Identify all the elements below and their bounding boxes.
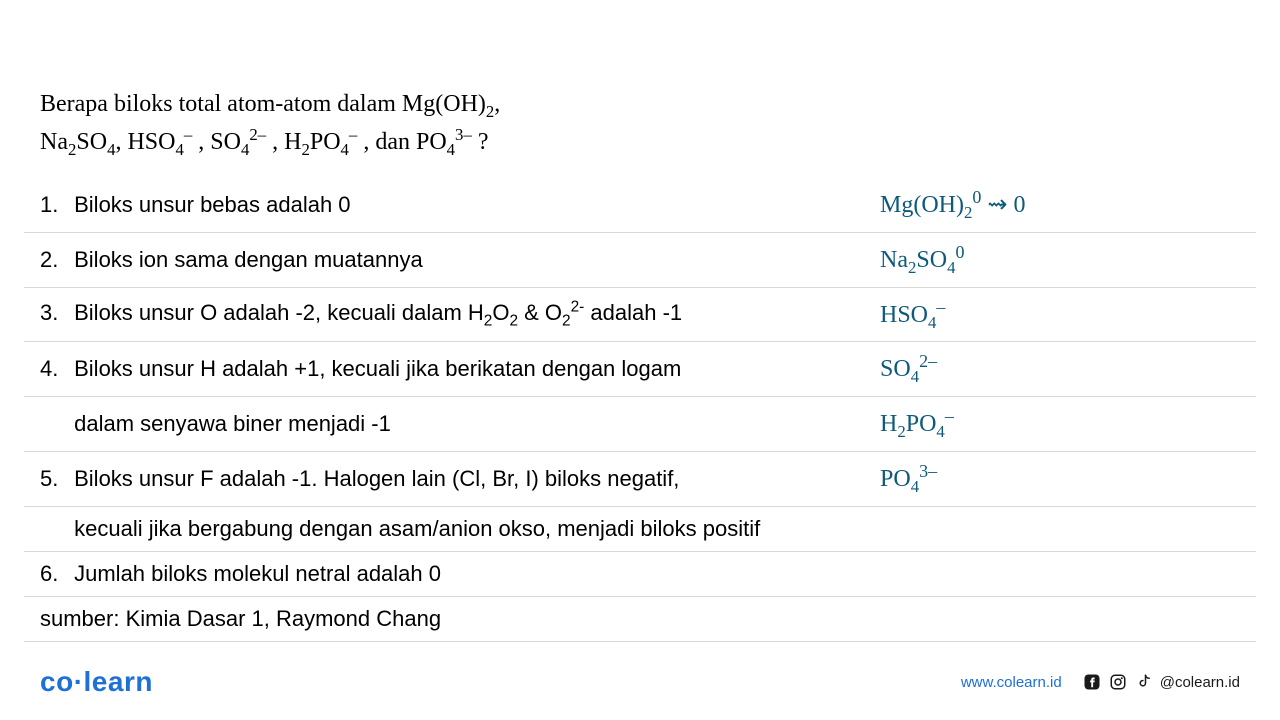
tiktok-icon <box>1134 672 1154 692</box>
question-text: Berapa biloks total atom-atom dalam Mg(O… <box>40 88 500 162</box>
handwritten-note: Mg(OH)20 ⇝ 0 <box>860 187 1026 223</box>
question-line-1: Berapa biloks total atom-atom dalam Mg(O… <box>40 88 500 123</box>
rule-row: 3. Biloks unsur O adalah -2, kecuali dal… <box>24 288 1256 343</box>
footer: co·learn www.colearn.id @colearn.id <box>40 666 1240 698</box>
question-line-2: Na2SO4, HSO4– , SO42– , H2PO4– , dan PO4… <box>40 123 500 161</box>
handwritten-note: SO42– <box>860 351 937 387</box>
footer-right: www.colearn.id @colearn.id <box>961 672 1240 692</box>
social-handle: @colearn.id <box>1160 674 1240 691</box>
instagram-icon <box>1108 672 1128 692</box>
rule-text: 6. Jumlah biloks molekul netral adalah 0 <box>40 561 860 587</box>
rule-text: 2. Biloks ion sama dengan muatannya <box>40 247 860 273</box>
social-group: @colearn.id <box>1082 672 1240 692</box>
source-row: sumber: Kimia Dasar 1, Raymond Chang <box>24 597 1256 642</box>
rule-row: 5. Biloks unsur F adalah -1. Halogen lai… <box>24 452 1256 507</box>
footer-url: www.colearn.id <box>961 674 1062 691</box>
rule-text: dalam senyawa biner menjadi -1 <box>40 411 860 437</box>
rule-row: 1. Biloks unsur bebas adalah 0 Mg(OH)20 … <box>24 178 1256 233</box>
colearn-logo: co·learn <box>40 666 153 698</box>
handwritten-note: Na2SO40 <box>860 242 964 278</box>
handwritten-note: H2PO4– <box>860 406 954 442</box>
rule-text: kecuali jika bergabung dengan asam/anion… <box>40 516 860 542</box>
rule-row: 4. Biloks unsur H adalah +1, kecuali jik… <box>24 342 1256 397</box>
handwritten-note: PO43– <box>860 461 937 497</box>
rule-row: dalam senyawa biner menjadi -1 H2PO4– <box>24 397 1256 452</box>
rule-row: 2. Biloks ion sama dengan muatannya Na2S… <box>24 233 1256 288</box>
rule-row: 6. Jumlah biloks molekul netral adalah 0 <box>24 552 1256 597</box>
source-text: sumber: Kimia Dasar 1, Raymond Chang <box>40 606 860 632</box>
rules-list: 1. Biloks unsur bebas adalah 0 Mg(OH)20 … <box>24 178 1256 642</box>
rule-text: 3. Biloks unsur O adalah -2, kecuali dal… <box>40 299 860 331</box>
rule-text: 5. Biloks unsur F adalah -1. Halogen lai… <box>40 466 860 492</box>
rule-text: 1. Biloks unsur bebas adalah 0 <box>40 192 860 218</box>
rule-row: kecuali jika bergabung dengan asam/anion… <box>24 507 1256 552</box>
rule-text: 4. Biloks unsur H adalah +1, kecuali jik… <box>40 356 860 382</box>
facebook-icon <box>1082 672 1102 692</box>
handwritten-note: HSO4– <box>860 297 945 333</box>
